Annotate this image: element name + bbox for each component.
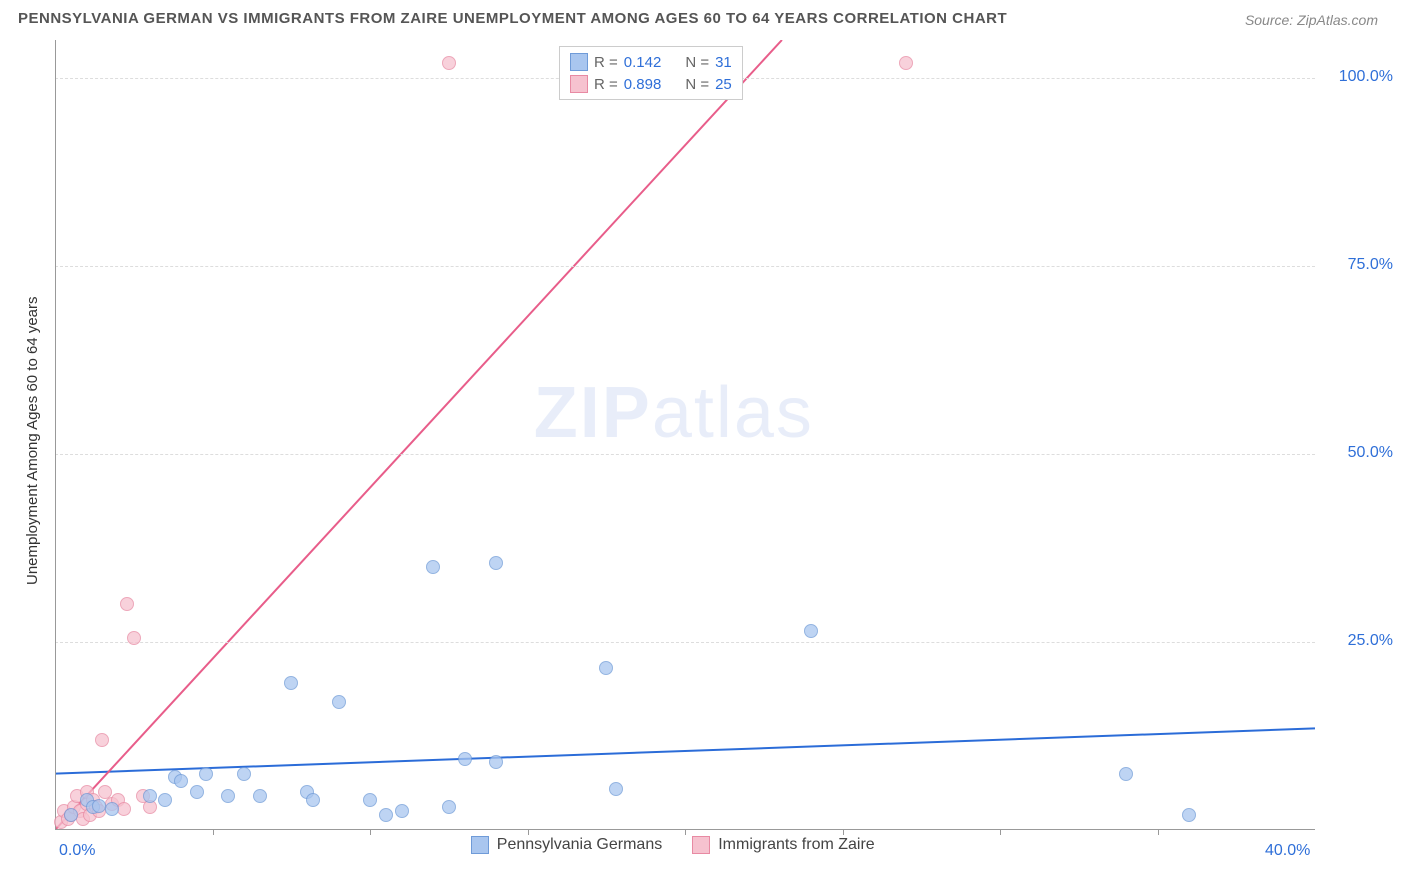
xtick-minor bbox=[685, 829, 686, 835]
xtick-minor bbox=[1158, 829, 1159, 835]
data-point-series1 bbox=[379, 808, 393, 822]
gridline bbox=[55, 642, 1315, 643]
data-point-series1 bbox=[363, 793, 377, 807]
data-point-series1 bbox=[284, 676, 298, 690]
data-point-series1 bbox=[221, 789, 235, 803]
swatch-series1 bbox=[570, 53, 588, 71]
ytick-label: 75.0% bbox=[1323, 256, 1393, 274]
xtick-label: 40.0% bbox=[1265, 842, 1310, 860]
legend-item-series2: Immigrants from Zaire bbox=[692, 836, 874, 854]
data-point-series2 bbox=[127, 631, 141, 645]
watermark: ZIPatlas bbox=[534, 372, 814, 454]
data-point-series2 bbox=[899, 56, 913, 70]
data-point-series1 bbox=[64, 808, 78, 822]
gridline bbox=[55, 454, 1315, 455]
y-axis bbox=[55, 40, 56, 830]
swatch-series1 bbox=[471, 836, 489, 854]
watermark-zip: ZIP bbox=[534, 373, 652, 453]
watermark-atlas: atlas bbox=[652, 373, 814, 453]
data-point-series1 bbox=[1119, 767, 1133, 781]
chart-title: PENNSYLVANIA GERMAN VS IMMIGRANTS FROM Z… bbox=[18, 10, 1007, 27]
r-label: R = bbox=[594, 76, 618, 93]
data-point-series1 bbox=[804, 624, 818, 638]
data-point-series2 bbox=[117, 802, 131, 816]
ytick-label: 25.0% bbox=[1323, 632, 1393, 650]
data-point-series1 bbox=[332, 695, 346, 709]
data-point-series1 bbox=[442, 800, 456, 814]
xtick-label: 0.0% bbox=[59, 842, 95, 860]
xtick-minor bbox=[528, 829, 529, 835]
chart-container: PENNSYLVANIA GERMAN VS IMMIGRANTS FROM Z… bbox=[0, 0, 1406, 892]
data-point-series1 bbox=[489, 556, 503, 570]
xtick-minor bbox=[213, 829, 214, 835]
gridline bbox=[55, 266, 1315, 267]
n-value-series1: 31 bbox=[715, 54, 732, 71]
plot-area: ZIPatlas 25.0%50.0%75.0%100.0%0.0%40.0% bbox=[55, 40, 1315, 830]
r-label: R = bbox=[594, 54, 618, 71]
data-point-series1 bbox=[237, 767, 251, 781]
data-point-series1 bbox=[190, 785, 204, 799]
r-value-series2: 0.898 bbox=[624, 76, 662, 93]
ytick-label: 50.0% bbox=[1323, 444, 1393, 462]
xtick-minor bbox=[370, 829, 371, 835]
source-attribution: Source: ZipAtlas.com bbox=[1245, 12, 1378, 28]
data-point-series2 bbox=[120, 597, 134, 611]
r-value-series1: 0.142 bbox=[624, 54, 662, 71]
xtick-minor bbox=[843, 829, 844, 835]
n-value-series2: 25 bbox=[715, 76, 732, 93]
swatch-series2 bbox=[570, 75, 588, 93]
legend-item-series1: Pennsylvania Germans bbox=[471, 836, 662, 854]
data-point-series1 bbox=[426, 560, 440, 574]
data-point-series1 bbox=[105, 802, 119, 816]
n-label: N = bbox=[685, 54, 709, 71]
data-point-series1 bbox=[395, 804, 409, 818]
data-point-series1 bbox=[253, 789, 267, 803]
correlation-legend: R = 0.142 N = 31 R = 0.898 N = 25 bbox=[559, 46, 743, 100]
legend-row-series2: R = 0.898 N = 25 bbox=[570, 73, 732, 95]
data-point-series2 bbox=[95, 733, 109, 747]
data-point-series1 bbox=[158, 793, 172, 807]
data-point-series2 bbox=[442, 56, 456, 70]
data-point-series1 bbox=[306, 793, 320, 807]
swatch-series2 bbox=[692, 836, 710, 854]
y-axis-label: Unemployment Among Ages 60 to 64 years bbox=[24, 296, 41, 585]
ytick-label: 100.0% bbox=[1323, 68, 1393, 86]
series1-name: Pennsylvania Germans bbox=[497, 836, 662, 854]
data-point-series1 bbox=[174, 774, 188, 788]
series2-name: Immigrants from Zaire bbox=[718, 836, 874, 854]
data-point-series1 bbox=[599, 661, 613, 675]
data-point-series1 bbox=[458, 752, 472, 766]
data-point-series1 bbox=[199, 767, 213, 781]
n-label: N = bbox=[685, 76, 709, 93]
data-point-series1 bbox=[143, 789, 157, 803]
data-point-series1 bbox=[609, 782, 623, 796]
data-point-series1 bbox=[1182, 808, 1196, 822]
data-point-series1 bbox=[489, 755, 503, 769]
legend-row-series1: R = 0.142 N = 31 bbox=[570, 51, 732, 73]
series-legend: Pennsylvania Germans Immigrants from Zai… bbox=[471, 836, 875, 854]
xtick-minor bbox=[1000, 829, 1001, 835]
